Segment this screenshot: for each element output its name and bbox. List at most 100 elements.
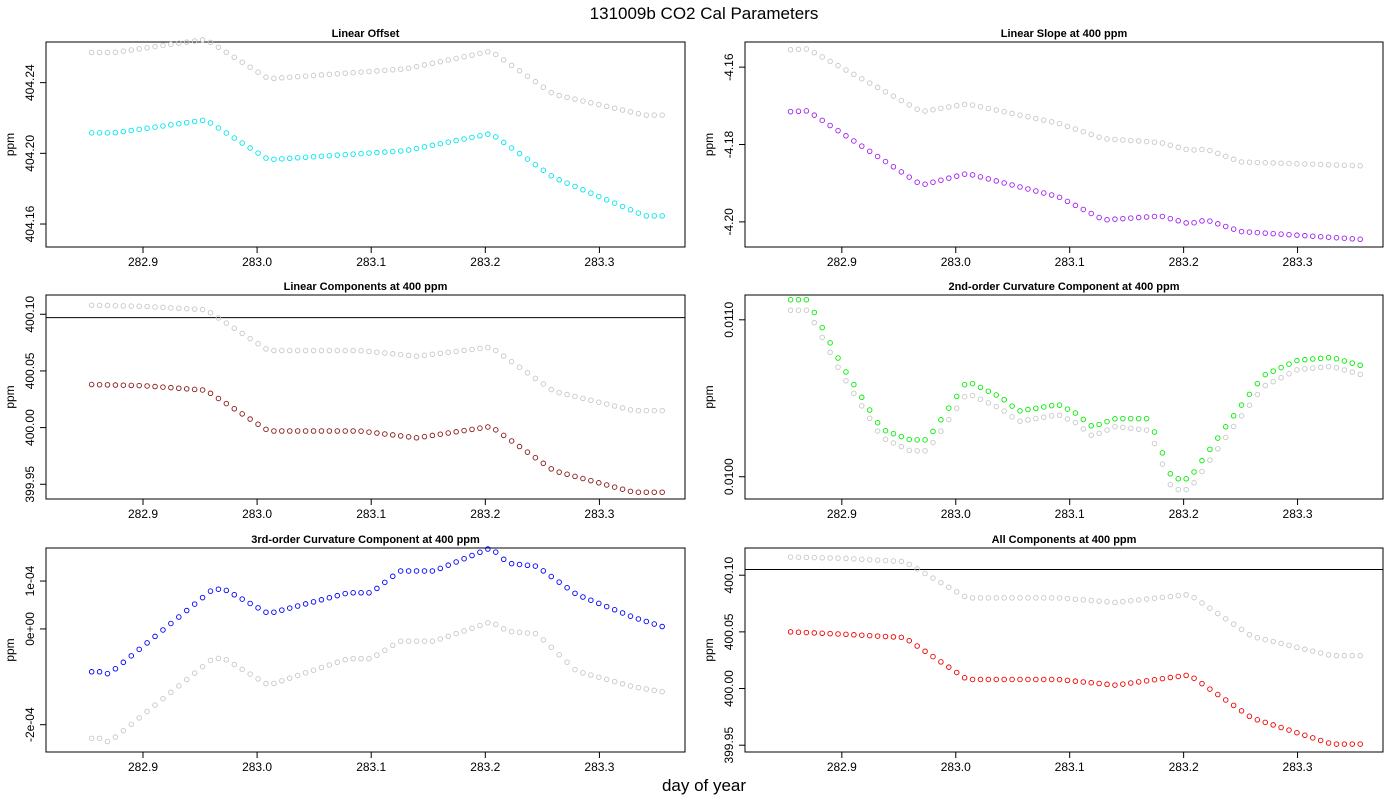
- data-point: [572, 590, 578, 597]
- data-point: [144, 708, 150, 715]
- data-point: [1246, 713, 1253, 720]
- data-point: [1033, 415, 1039, 422]
- data-point: [603, 401, 610, 407]
- data-point: [1025, 595, 1031, 601]
- data-point: [548, 89, 554, 96]
- data-point: [1230, 621, 1237, 627]
- data-point: [938, 579, 944, 586]
- data-point: [874, 633, 881, 639]
- data-point: [421, 568, 428, 574]
- data-point: [1167, 142, 1174, 148]
- data-point: [382, 67, 388, 74]
- data-point: [374, 349, 380, 355]
- data-point: [835, 127, 841, 134]
- data-point: [1080, 128, 1087, 135]
- data-point: [906, 637, 913, 644]
- data-point: [1040, 117, 1047, 123]
- data-point: [1064, 406, 1071, 412]
- data-point: [493, 549, 499, 555]
- data-point: [866, 632, 873, 639]
- data-point: [1357, 371, 1363, 378]
- data-point: [469, 552, 475, 559]
- data-point: [946, 416, 952, 423]
- data-point: [1025, 114, 1031, 120]
- data-point: [977, 384, 984, 391]
- data-point: [588, 397, 594, 404]
- data-point: [651, 112, 658, 118]
- plot-frame: [744, 41, 1384, 248]
- data-point: [302, 73, 309, 79]
- data-point: [588, 100, 594, 106]
- data-point: [1302, 366, 1308, 372]
- data-point: [1270, 378, 1276, 385]
- data-point: [287, 74, 293, 80]
- data-point: [564, 471, 570, 478]
- data-point: [1128, 425, 1134, 432]
- data-point: [859, 75, 865, 82]
- series-1: [787, 629, 1363, 747]
- data-point: [1056, 595, 1063, 601]
- data-point: [643, 489, 650, 495]
- data-point: [580, 187, 586, 193]
- data-point: [1056, 120, 1063, 127]
- data-point: [819, 555, 825, 561]
- data-point: [1286, 160, 1292, 167]
- data-point: [112, 666, 119, 672]
- data-point: [1135, 415, 1142, 422]
- data-point: [1048, 402, 1055, 409]
- data-point: [851, 632, 857, 638]
- data-point: [1096, 134, 1102, 140]
- data-point: [596, 674, 602, 680]
- data-point: [1096, 430, 1102, 437]
- data-point: [922, 437, 928, 443]
- data-point: [310, 599, 317, 605]
- data-point: [890, 430, 897, 437]
- data-point: [152, 43, 158, 50]
- data-point: [1112, 599, 1118, 606]
- data-point: [1135, 597, 1142, 603]
- data-point: [96, 49, 103, 56]
- data-point: [128, 127, 135, 134]
- data-point: [1159, 450, 1166, 456]
- y-tick-label: 404.16: [23, 205, 37, 242]
- data-point: [191, 601, 198, 607]
- data-point: [1207, 686, 1213, 692]
- data-point: [835, 364, 841, 370]
- data-point: [890, 163, 897, 170]
- data-point: [1349, 235, 1356, 242]
- data-point: [787, 554, 794, 560]
- data-point: [922, 108, 928, 114]
- data-point: [1080, 679, 1087, 685]
- data-point: [1238, 159, 1245, 165]
- panel-2: Linear Slope at 400 ppm ppm 282.9 283.0 283.…: [702, 28, 1384, 269]
- y-tick-label: 0e+00: [23, 612, 37, 646]
- series-1: [88, 381, 665, 495]
- data-point: [493, 427, 499, 433]
- data-point: [1317, 737, 1324, 744]
- data-point: [635, 407, 642, 414]
- data-point: [596, 101, 602, 108]
- data-point: [898, 433, 905, 440]
- data-point: [1080, 206, 1087, 213]
- data-point: [461, 136, 467, 142]
- data-point: [160, 695, 166, 702]
- data-point: [619, 107, 626, 113]
- panel-title: Linear Offset: [332, 28, 400, 40]
- data-point: [827, 349, 833, 356]
- data-point: [1286, 727, 1292, 733]
- data-point: [1088, 679, 1094, 686]
- data-point: [524, 449, 531, 455]
- data-point: [263, 155, 269, 161]
- data-point: [819, 54, 825, 60]
- data-point: [985, 388, 992, 394]
- data-point: [596, 480, 602, 486]
- data-point: [302, 347, 309, 354]
- data-point: [1191, 147, 1197, 153]
- data-point: [627, 613, 634, 619]
- data-point: [993, 178, 1000, 184]
- data-point: [1230, 702, 1237, 709]
- data-point: [445, 57, 451, 63]
- data-point: [1120, 424, 1126, 431]
- data-point: [1357, 652, 1363, 659]
- data-point: [1222, 697, 1229, 703]
